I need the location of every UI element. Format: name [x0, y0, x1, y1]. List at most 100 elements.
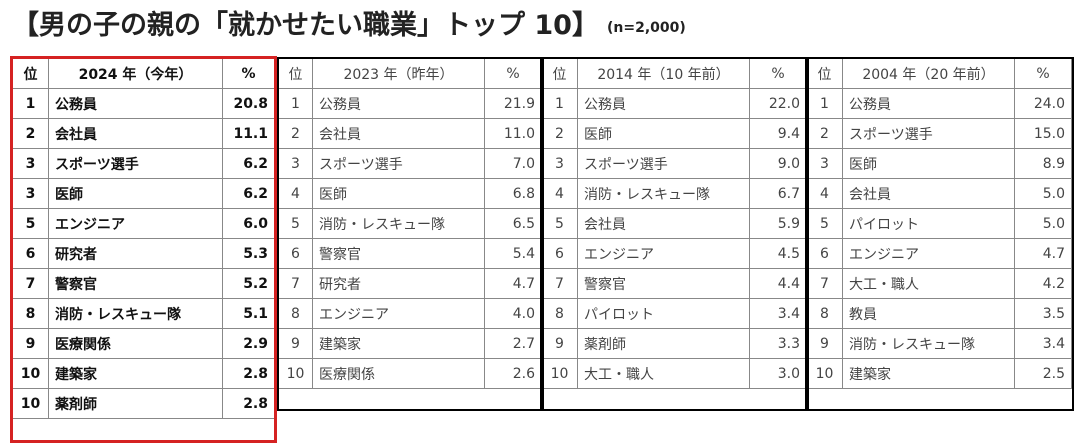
table-header-row: 位 2004 年（20 年前） %: [806, 58, 1072, 89]
percent-cell: 2.7: [484, 328, 542, 359]
rank-cell: 2: [278, 118, 313, 149]
job-cell: 公務員: [312, 88, 485, 119]
percent-cell: 3.4: [749, 298, 807, 329]
job-cell: 公務員: [842, 88, 1015, 119]
ranking-table-2024: 位 2024 年（今年） % 1 公務員 20.8 2 会社員 11.1 3 スポーツ選手…: [12, 58, 275, 419]
table-row: 7 研究者 4.7: [278, 268, 542, 299]
table-row: 8 パイロット 3.4: [541, 298, 807, 329]
job-cell: 研究者: [312, 268, 485, 299]
job-cell: 警察官: [312, 238, 485, 269]
percent-cell: 3.0: [749, 358, 807, 389]
table-row: 7 大工・職人 4.2: [806, 268, 1072, 299]
year-header: 2024 年（今年）: [48, 58, 223, 89]
table-row: 3 スポーツ選手 7.0: [278, 148, 542, 179]
job-cell: 医師: [48, 178, 223, 209]
table-row: 9 建築家 2.7: [278, 328, 542, 359]
rank-cell: 1: [12, 88, 49, 119]
job-cell: 建築家: [48, 358, 223, 389]
job-cell: 研究者: [48, 238, 223, 269]
percent-cell: 6.2: [222, 148, 275, 179]
table-row: 4 会社員 5.0: [806, 178, 1072, 209]
job-cell: 医師: [312, 178, 485, 209]
job-cell: 大工・職人: [577, 358, 750, 389]
table-row: 4 医師 6.8: [278, 178, 542, 209]
job-cell: エンジニア: [312, 298, 485, 329]
rank-cell: 1: [278, 88, 313, 119]
job-cell: 医師: [577, 118, 750, 149]
job-cell: 消防・レスキュー隊: [312, 208, 485, 239]
rank-cell: 8: [541, 298, 578, 329]
percent-header: %: [222, 58, 275, 89]
page-title: 【男の子の親の「就かせたい職業」トップ 10】 (n=2,000): [12, 6, 686, 46]
job-cell: 医師: [842, 148, 1015, 179]
rank-cell: 1: [806, 88, 843, 119]
table-row: 9 消防・レスキュー隊 3.4: [806, 328, 1072, 359]
job-cell: 建築家: [842, 358, 1015, 389]
rank-cell: 6: [806, 238, 843, 269]
percent-cell: 5.0: [1014, 208, 1072, 239]
percent-cell: 20.8: [222, 88, 275, 119]
percent-header: %: [484, 58, 542, 89]
ranking-table-2004: 位 2004 年（20 年前） % 1 公務員 24.0 2 スポーツ選手 15.0 3…: [806, 58, 1072, 389]
rank-cell: 2: [12, 118, 49, 149]
percent-cell: 4.4: [749, 268, 807, 299]
table-row: 6 研究者 5.3: [12, 238, 275, 269]
rank-cell: 7: [541, 268, 578, 299]
percent-cell: 21.9: [484, 88, 542, 119]
percent-cell: 5.4: [484, 238, 542, 269]
table-row: 2 医師 9.4: [541, 118, 807, 149]
job-cell: 公務員: [48, 88, 223, 119]
table-row: 6 エンジニア 4.5: [541, 238, 807, 269]
rank-cell: 5: [278, 208, 313, 239]
rank-cell: 10: [278, 358, 313, 389]
percent-cell: 4.2: [1014, 268, 1072, 299]
table-row: 10 大工・職人 3.0: [541, 358, 807, 389]
table-row: 5 パイロット 5.0: [806, 208, 1072, 239]
rank-cell: 5: [541, 208, 578, 239]
percent-cell: 4.0: [484, 298, 542, 329]
job-cell: 医療関係: [48, 328, 223, 359]
table-row: 8 教員 3.5: [806, 298, 1072, 329]
percent-cell: 2.6: [484, 358, 542, 389]
table-row: 6 警察官 5.4: [278, 238, 542, 269]
table-header-row: 位 2024 年（今年） %: [12, 58, 275, 89]
percent-cell: 11.0: [484, 118, 542, 149]
rank-cell: 2: [806, 118, 843, 149]
rank-cell: 7: [12, 268, 49, 299]
table-row: 5 会社員 5.9: [541, 208, 807, 239]
table-row: 1 公務員 21.9: [278, 88, 542, 119]
rank-cell: 10: [806, 358, 843, 389]
percent-cell: 6.0: [222, 208, 275, 239]
ranking-table-2023: 位 2023 年（昨年） % 1 公務員 21.9 2 会社員 11.0 3 スポーツ選手…: [278, 58, 542, 389]
job-cell: エンジニア: [842, 238, 1015, 269]
rank-cell: 3: [541, 148, 578, 179]
job-cell: 会社員: [577, 208, 750, 239]
job-cell: 薬剤師: [577, 328, 750, 359]
rank-cell: 4: [278, 178, 313, 209]
rank-cell: 6: [278, 238, 313, 269]
rank-header: 位: [806, 58, 843, 89]
job-cell: パイロット: [577, 298, 750, 329]
table-row: 10 建築家 2.5: [806, 358, 1072, 389]
percent-cell: 5.3: [222, 238, 275, 269]
job-cell: エンジニア: [577, 238, 750, 269]
table-row: 1 公務員 24.0: [806, 88, 1072, 119]
rank-cell: 5: [12, 208, 49, 239]
percent-cell: 5.9: [749, 208, 807, 239]
rank-cell: 3: [806, 148, 843, 179]
percent-header: %: [749, 58, 807, 89]
percent-cell: 4.5: [749, 238, 807, 269]
table-row: 1 公務員 22.0: [541, 88, 807, 119]
percent-cell: 11.1: [222, 118, 275, 149]
percent-cell: 5.1: [222, 298, 275, 329]
table-row: 1 公務員 20.8: [12, 88, 275, 119]
table-row: 10 薬剤師 2.8: [12, 388, 275, 419]
job-cell: 教員: [842, 298, 1015, 329]
job-cell: パイロット: [842, 208, 1015, 239]
table-header-row: 位 2014 年（10 年前） %: [541, 58, 807, 89]
job-cell: 警察官: [48, 268, 223, 299]
rank-cell: 1: [541, 88, 578, 119]
job-cell: 消防・レスキュー隊: [842, 328, 1015, 359]
year-header: 2014 年（10 年前）: [577, 58, 750, 89]
percent-cell: 8.9: [1014, 148, 1072, 179]
